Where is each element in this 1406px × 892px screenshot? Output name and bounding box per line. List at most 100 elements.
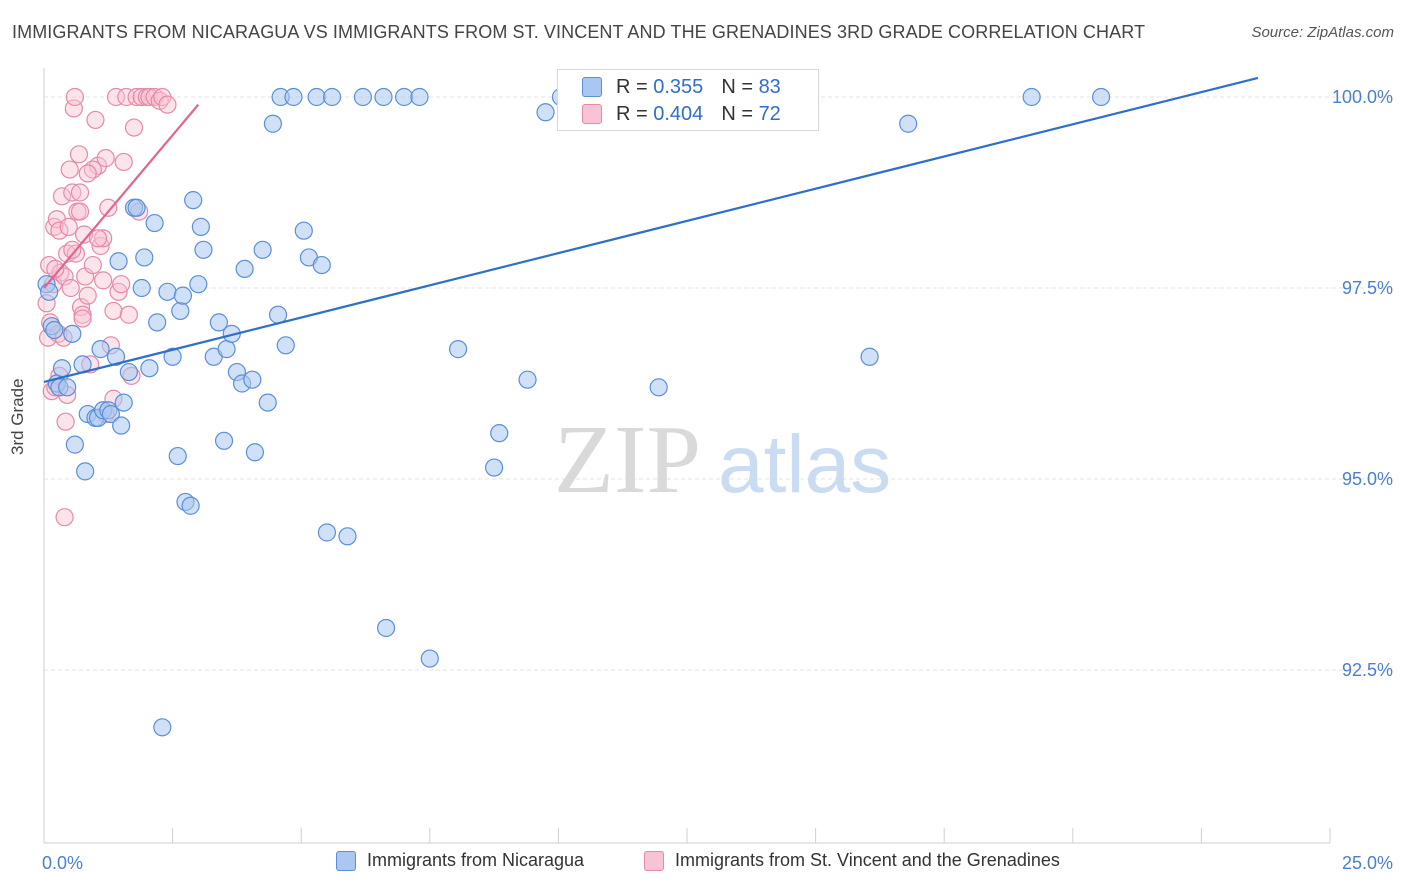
data-point-nicaragua — [101, 404, 120, 424]
data-point-st-vincent — [59, 217, 78, 236]
data-point-st-vincent — [55, 267, 74, 286]
data-point-nicaragua — [181, 496, 200, 515]
data-point-nicaragua — [860, 347, 879, 366]
x-tick-label: 25.0% — [1342, 853, 1393, 873]
data-point-st-vincent — [46, 259, 65, 278]
data-point-nicaragua — [536, 103, 555, 122]
data-point-nicaragua — [109, 252, 128, 271]
data-point-nicaragua — [127, 198, 146, 217]
data-point-st-vincent — [75, 225, 94, 244]
data-point-nicaragua — [184, 191, 203, 210]
data-point-nicaragua — [268, 305, 288, 324]
tick-labels: 92.5% 95.0% 97.5% 100.0% 0.0% 25.0% — [42, 87, 1393, 873]
legend-item-st-vincent[interactable]: Immigrants from St. Vincent and the Gren… — [644, 850, 1060, 871]
data-point-nicaragua — [394, 87, 414, 107]
data-point-st-vincent — [61, 278, 80, 298]
data-point-st-vincent — [112, 275, 131, 294]
data-point-nicaragua — [294, 221, 313, 240]
r-label: R = — [616, 75, 648, 98]
data-point-nicaragua — [374, 87, 393, 107]
data-point-nicaragua — [410, 87, 429, 107]
stats-legend: R = 0.355 N = 83 R = 0.404 N = 72 — [557, 69, 819, 131]
data-point-st-vincent — [60, 160, 79, 179]
data-point-nicaragua — [235, 259, 254, 278]
data-point-st-vincent — [63, 183, 82, 202]
data-point-st-vincent — [56, 412, 75, 431]
data-point-nicaragua — [132, 278, 151, 298]
data-point-nicaragua — [58, 378, 77, 397]
data-point-st-vincent — [63, 240, 82, 259]
data-point-nicaragua — [338, 527, 357, 546]
n-label: N = — [721, 75, 753, 98]
axes — [43, 68, 1331, 844]
data-point-st-vincent — [50, 221, 69, 240]
n-label: N = — [721, 102, 753, 125]
legend-swatch-st-vincent — [644, 850, 664, 871]
data-point-nicaragua — [148, 313, 167, 332]
data-point-st-vincent — [78, 286, 97, 305]
data-point-nicaragua — [258, 393, 277, 412]
data-point-nicaragua — [518, 370, 537, 389]
gridlines — [44, 96, 1392, 671]
series-nicaragua-points — [37, 87, 1111, 737]
data-point-nicaragua — [284, 87, 303, 107]
legend-swatch-nicaragua — [582, 77, 602, 97]
data-point-nicaragua — [168, 446, 187, 466]
legend-swatch-st-vincent — [582, 104, 602, 124]
data-point-nicaragua — [140, 359, 159, 378]
data-point-nicaragua — [243, 370, 262, 389]
data-point-nicaragua — [448, 340, 468, 359]
data-point-st-vincent — [106, 87, 126, 107]
y-tick-label: 95.0% — [1342, 469, 1393, 489]
data-point-nicaragua — [65, 435, 84, 454]
data-point-st-vincent — [86, 110, 105, 130]
data-point-st-vincent — [73, 305, 92, 324]
data-point-nicaragua — [158, 282, 177, 301]
data-point-nicaragua — [376, 618, 396, 638]
data-point-st-vincent — [73, 309, 92, 328]
data-point-st-vincent — [88, 229, 108, 248]
y-tick-label: 92.5% — [1342, 660, 1393, 680]
data-point-nicaragua — [191, 217, 210, 236]
data-point-nicaragua — [245, 443, 265, 462]
data-point-st-vincent — [52, 187, 72, 206]
data-point-nicaragua — [194, 240, 213, 259]
data-point-st-vincent — [69, 145, 89, 164]
data-point-nicaragua — [307, 87, 326, 107]
data-point-nicaragua — [899, 114, 918, 133]
data-point-nicaragua — [135, 248, 154, 267]
data-point-st-vincent — [119, 305, 138, 324]
data-point-nicaragua — [171, 301, 190, 321]
data-point-st-vincent — [117, 87, 136, 107]
data-point-nicaragua — [209, 313, 228, 332]
data-point-st-vincent — [127, 87, 146, 107]
data-point-nicaragua — [145, 213, 164, 233]
data-point-st-vincent — [94, 229, 113, 248]
trend-lines — [43, 76, 1259, 384]
data-point-st-vincent — [96, 149, 115, 168]
data-point-nicaragua — [63, 324, 82, 343]
data-point-nicaragua — [153, 718, 172, 737]
data-point-nicaragua — [40, 282, 59, 301]
trend-line-nicaragua — [43, 76, 1259, 384]
watermark-zip: ZIP — [554, 406, 701, 514]
data-point-nicaragua — [485, 458, 504, 477]
data-point-nicaragua — [173, 286, 192, 305]
r-value: 0.355 — [653, 75, 704, 98]
data-point-st-vincent — [132, 87, 151, 107]
legend-item-nicaragua[interactable]: Immigrants from Nicaragua — [336, 850, 584, 871]
trend-line-st-vincent — [43, 103, 200, 289]
data-point-nicaragua — [263, 114, 283, 133]
data-point-st-vincent — [158, 95, 177, 114]
data-point-nicaragua — [45, 320, 64, 340]
data-point-nicaragua — [91, 340, 110, 359]
y-tick-label: 97.5% — [1342, 278, 1393, 298]
data-point-nicaragua — [76, 462, 95, 481]
chart-title: IMMIGRANTS FROM NICARAGUA VS IMMIGRANTS … — [12, 22, 1146, 42]
r-value: 0.404 — [653, 102, 704, 125]
data-point-nicaragua — [353, 87, 373, 107]
data-point-st-vincent — [70, 202, 90, 221]
data-point-nicaragua — [649, 378, 668, 397]
data-point-nicaragua — [112, 416, 131, 435]
